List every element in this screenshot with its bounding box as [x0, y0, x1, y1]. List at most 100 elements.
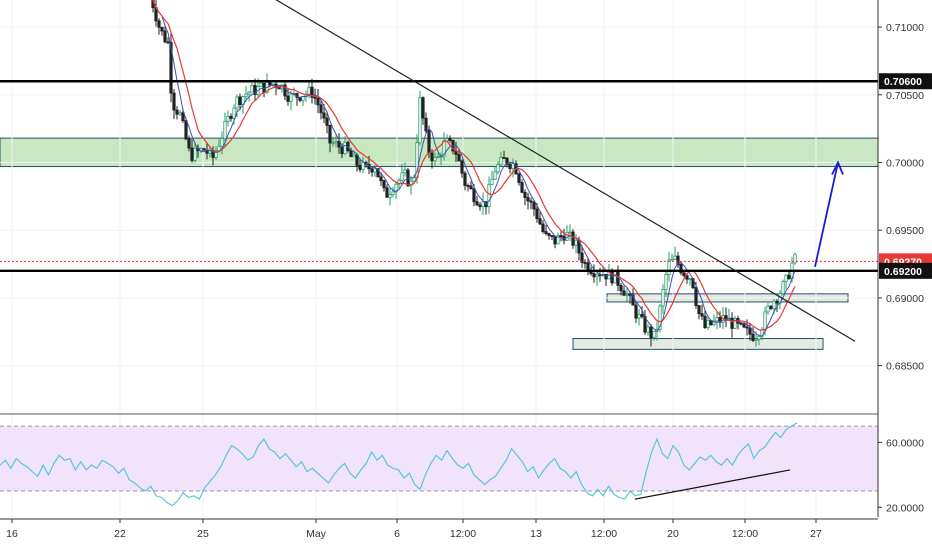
candle-body	[676, 255, 680, 265]
price-tick-label: 0.70500	[886, 90, 924, 102]
moving-averages-layer	[152, 0, 796, 337]
candle-body	[433, 157, 437, 162]
candle-body	[520, 182, 524, 193]
candle-body	[166, 41, 170, 44]
candle-body	[580, 252, 584, 263]
candle-body	[766, 305, 770, 313]
candle-body	[694, 287, 698, 307]
candle-body	[733, 318, 737, 329]
candle-body	[400, 172, 404, 181]
candle-body	[793, 253, 797, 264]
candle-body	[172, 92, 176, 111]
candle-body	[349, 150, 353, 158]
candle-body	[385, 187, 389, 198]
candle-body	[409, 180, 413, 187]
candle-body	[244, 93, 248, 97]
candle-body	[748, 327, 752, 335]
time-tick-label: 6	[394, 528, 400, 540]
ma-slow-line	[152, 0, 796, 331]
candle-body	[448, 138, 452, 141]
candle-body	[685, 275, 689, 280]
candle-body	[472, 188, 476, 203]
candle-body	[739, 322, 743, 325]
candle-body	[394, 183, 398, 193]
rsi-divergence-line	[634, 469, 791, 500]
candle-body	[499, 157, 503, 166]
candle-body	[313, 96, 317, 99]
candle-body	[331, 142, 335, 145]
candle-body	[181, 112, 185, 122]
candle-body	[652, 330, 656, 338]
time-tick-label: May	[306, 528, 327, 540]
candle-body	[745, 326, 749, 329]
candle-body	[487, 184, 491, 208]
candle-body	[358, 164, 362, 170]
candle-body	[574, 239, 578, 246]
candle-body	[379, 176, 383, 182]
rsi-tick-label: 20.0000	[886, 502, 924, 514]
trendline	[275, 0, 856, 342]
target-arrow-head	[831, 160, 844, 175]
candle-body	[319, 104, 323, 114]
candle-body	[361, 161, 365, 170]
candle-body	[403, 169, 407, 174]
candle-body	[322, 112, 326, 119]
candle-body	[310, 86, 314, 98]
zones-layer	[0, 137, 879, 350]
candle-body	[688, 278, 692, 280]
candle-body	[352, 154, 356, 158]
candle-body	[223, 120, 227, 139]
target-arrow-shaft	[814, 162, 839, 267]
price-tick-label: 0.69000	[886, 293, 924, 305]
candle-body	[481, 201, 485, 208]
candle-body	[775, 300, 779, 304]
resistance-price-label: 0.70600	[884, 76, 922, 88]
price-tick-label: 0.68500	[886, 361, 924, 373]
candle-body	[751, 333, 755, 341]
candle-body	[229, 116, 233, 119]
candle-body	[526, 197, 530, 202]
candle-body	[436, 156, 440, 158]
candle-body	[682, 272, 686, 277]
candle-body	[535, 208, 539, 220]
candle-body	[511, 163, 515, 169]
candle-body	[217, 145, 221, 152]
support-price-badge	[879, 262, 932, 279]
candle-body	[340, 146, 344, 155]
candle-body	[697, 305, 701, 315]
candle-body	[388, 194, 392, 198]
candle-body	[673, 255, 677, 260]
candle-body	[493, 171, 497, 180]
candle-body	[787, 274, 791, 280]
candle-body	[160, 26, 164, 32]
candle-body	[718, 317, 722, 323]
candle-body	[337, 141, 341, 148]
candle-body	[595, 274, 599, 278]
candle-body	[334, 141, 338, 144]
candle-body	[463, 172, 467, 186]
candle-body	[664, 274, 668, 290]
candle-body	[517, 173, 521, 183]
candle-body	[259, 82, 263, 87]
time-tick-label: 25	[197, 528, 209, 540]
time-tick-label: 12:00	[732, 528, 758, 540]
time-tick-label: 16	[6, 528, 18, 540]
candle-body	[679, 264, 683, 274]
candle-body	[769, 305, 773, 309]
candle-body	[163, 30, 167, 43]
rsi-pane	[0, 422, 878, 507]
candle-body	[628, 293, 632, 296]
candle-body	[325, 117, 329, 126]
candle-body	[424, 117, 428, 132]
candle-body	[553, 235, 557, 245]
candle-body	[631, 294, 635, 306]
candle-body	[757, 335, 761, 340]
candle-body	[193, 147, 197, 161]
candle-body	[184, 120, 188, 140]
time-tick-label: 27	[810, 528, 822, 540]
candle-body	[634, 304, 638, 319]
candle-body	[619, 284, 623, 292]
candle-body	[706, 320, 710, 329]
